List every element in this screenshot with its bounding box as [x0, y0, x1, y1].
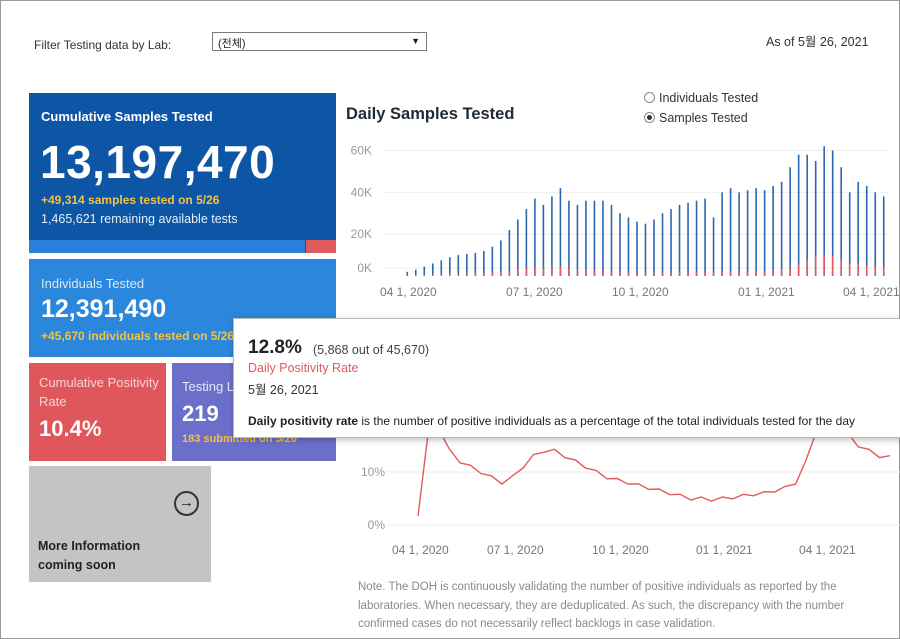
card-title: Individuals Tested: [41, 276, 145, 291]
more-info-line2: coming soon: [38, 558, 116, 572]
x-tick-label: 07 1, 2020: [487, 543, 544, 557]
radio-unchecked-icon: [644, 92, 655, 103]
tooltip-desc-term: Daily positivity rate: [248, 414, 359, 428]
note-line: Note. The DOH is continuously validating…: [358, 581, 837, 593]
x-tick-label: 10 1, 2020: [612, 285, 669, 299]
cumulative-samples-value: 13,197,470: [40, 136, 276, 188]
x-tick-label: 04 1, 2020: [392, 543, 449, 557]
x-tick-label: 04 1, 2021: [843, 285, 900, 299]
positivity-rate-card[interactable]: Cumulative Positivity Rate 10.4%: [29, 363, 166, 461]
positivity-line: [417, 430, 891, 516]
y-tick-label: 10%: [361, 465, 385, 479]
radio-individuals-tested[interactable]: Individuals Tested: [644, 91, 758, 105]
lab-filter-dropdown[interactable]: (전체) ▼: [212, 32, 427, 51]
arrow-right-circle-icon[interactable]: →: [174, 491, 199, 516]
y-tick-label: 60K: [351, 143, 372, 157]
y-tick-label: 0%: [368, 518, 386, 532]
x-tick-label: 01 1, 2021: [738, 285, 795, 299]
note-line: confirmed cases do not necessarily refle…: [358, 618, 716, 630]
daily-samples-bar-chart[interactable]: 0K 20K 40K 60K 04 1, 2020 07 1, 2020 10 1, 202…: [340, 140, 900, 310]
tooltip-rate: 12.8%: [248, 337, 302, 358]
x-tick-label: 07 1, 2020: [506, 285, 563, 299]
tests-remaining-bar: [306, 240, 336, 253]
note-line: laboratories. When necessary, they are d…: [358, 599, 845, 612]
dropdown-arrow-icon: ▼: [411, 36, 420, 46]
radio-label: Individuals Tested: [659, 91, 759, 105]
y-tick-label: 0K: [357, 261, 372, 275]
x-tick-label: 04 1, 2021: [799, 543, 856, 557]
card-title: Cumulative Samples Tested: [41, 109, 213, 124]
more-info-line1: More Information: [38, 539, 141, 553]
individuals-tested-value: 12,391,490: [41, 295, 167, 323]
filter-label: Filter Testing data by Lab:: [34, 38, 172, 52]
tooltip-date: 5월 26, 2021: [248, 383, 319, 397]
tooltip-description: Daily positivity rate is the number of p…: [248, 414, 855, 428]
samples-tested-today: +49,314 samples tested on 5/26: [41, 193, 220, 207]
cumulative-samples-card[interactable]: Cumulative Samples Tested 13,197,470 +49…: [29, 93, 336, 253]
lab-filter-value: (전체): [218, 38, 246, 50]
positivity-rate-value: 10.4%: [39, 416, 102, 441]
testing-labs-value: 219: [182, 401, 219, 426]
x-tick-label: 01 1, 2021: [696, 543, 753, 557]
y-tick-label: 20K: [351, 227, 372, 241]
tooltip-detail: (5,868 out of 45,670): [313, 343, 430, 357]
card-title: Cumulative Positivity Rate: [39, 375, 159, 409]
chart-title: Daily Samples Tested: [346, 105, 515, 123]
x-tick-label: 04 1, 2020: [380, 285, 437, 299]
positivity-tooltip: 12.8% (5,868 out of 45,670) Daily Positi…: [233, 318, 900, 438]
y-tick-label: 40K: [351, 185, 372, 199]
remaining-tests: 1,465,621 remaining available tests: [41, 212, 238, 226]
more-information-card[interactable]: → More Information coming soon: [29, 466, 211, 582]
individuals-tested-today: +45,670 individuals tested on 5/26: [41, 329, 235, 343]
tests-used-bar: [29, 240, 305, 253]
tooltip-label: Daily Positivity Rate: [248, 361, 359, 375]
x-tick-label: 10 1, 2020: [592, 543, 649, 557]
daily-positivity-line-chart[interactable]: 0% 10% 04 1, 2020 07 1, 2020 10 1, 2020 01 1,…: [340, 430, 900, 570]
note-text: Note. The DOH is continuously validating…: [358, 578, 900, 634]
radio-label: Samples Tested: [659, 111, 748, 125]
tooltip-desc-rest: is the number of positive individuals as…: [358, 414, 856, 428]
radio-samples-tested[interactable]: Samples Tested: [644, 111, 748, 125]
as-of-date: As of 5월 26, 2021: [766, 35, 869, 49]
radio-checked-icon: [644, 112, 655, 123]
